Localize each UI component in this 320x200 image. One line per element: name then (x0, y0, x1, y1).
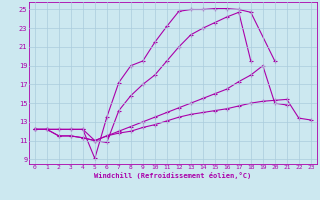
X-axis label: Windchill (Refroidissement éolien,°C): Windchill (Refroidissement éolien,°C) (94, 172, 252, 179)
